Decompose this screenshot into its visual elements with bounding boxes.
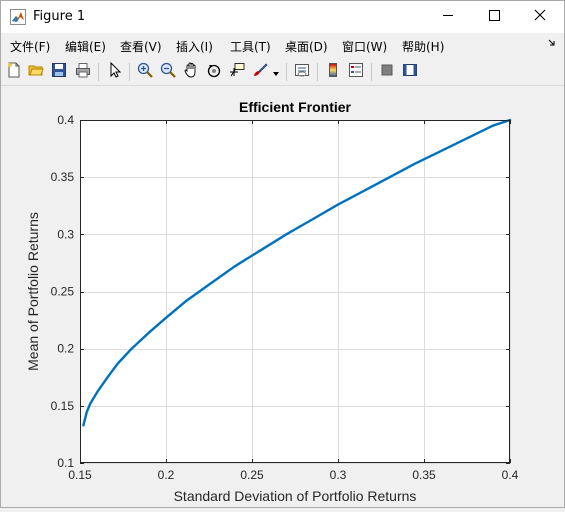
x-tick-label: 0.4: [502, 468, 519, 482]
rotate-3d-button[interactable]: [204, 62, 224, 82]
open-file-button[interactable]: [26, 62, 46, 82]
menu-desktop[interactable]: 桌面(D): [285, 40, 328, 54]
window-title: Figure 1: [33, 9, 86, 24]
menu-edit[interactable]: 编辑(E): [65, 40, 106, 54]
menu-file[interactable]: 文件(F): [10, 40, 51, 54]
figure-toolbar: [1, 59, 564, 86]
y-axis-label: Mean of Portfolio Returns: [25, 212, 41, 371]
brush-dropdown[interactable]: [271, 62, 281, 82]
legend-button[interactable]: [346, 62, 366, 82]
hide-plot-tools-button[interactable]: [377, 62, 397, 82]
toolbar-separator: [317, 63, 318, 81]
y-tick-label: 0.35: [51, 170, 75, 184]
matlab-icon: [10, 9, 26, 25]
zoom-in-button[interactable]: [135, 62, 155, 82]
save-icon: [51, 62, 67, 83]
edit-plot-icon: [107, 61, 123, 83]
data-cursor-icon: [229, 62, 245, 83]
zoom-in-icon: [137, 62, 153, 83]
y-tick-label: 0.2: [57, 342, 74, 356]
minimize-button[interactable]: [425, 1, 471, 33]
plot-svg: 0.15 0.2 0.25 0.3 0.35 0.40.10.150.20.250.30.…: [25, 99, 519, 504]
axes-background[interactable]: [80, 120, 510, 463]
brush-button[interactable]: [250, 62, 270, 82]
figure-canvas: 0.15 0.2 0.25 0.3 0.35 0.4 0.1 0.15 0.2 0.25 0.3 0.…: [2, 87, 564, 507]
link-plot-button[interactable]: [292, 62, 312, 82]
new-figure-icon: [6, 62, 22, 83]
series-layer: [82, 118, 512, 427]
rotate-3d-icon: [206, 62, 222, 83]
pan-button[interactable]: [181, 62, 201, 82]
maximize-icon: [488, 8, 500, 26]
data-cursor-button[interactable]: [227, 62, 247, 82]
colorbar-icon: [325, 62, 341, 83]
y-tick-label: 0.3: [57, 227, 74, 241]
y-tick-label: 0.25: [51, 285, 75, 299]
menu-tools[interactable]: 工具(T): [230, 40, 271, 54]
y-tick-label: 0.4: [57, 113, 74, 127]
edit-plot-button[interactable]: [105, 61, 125, 83]
save-button[interactable]: [49, 62, 69, 82]
x-axis-label: Standard Deviation of Portfolio Returns: [174, 488, 417, 504]
chevron-down-icon: [273, 63, 279, 81]
legend-icon: [348, 62, 364, 83]
x-tick-label: 0.15: [68, 468, 92, 482]
zoom-out-button[interactable]: [158, 62, 178, 82]
zoom-out-icon: [160, 62, 176, 83]
x-tick-label: 0.2: [158, 468, 175, 482]
hide-plot-tools-icon: [379, 62, 395, 83]
toolbar-separator: [98, 63, 99, 81]
menu-view[interactable]: 查看(V): [120, 40, 162, 54]
title-bar: Figure 1: [1, 1, 564, 33]
x-tick-label: 0.35: [412, 468, 436, 482]
show-plot-tools-button[interactable]: [400, 62, 420, 82]
show-plot-tools-icon: [402, 62, 418, 83]
new-figure-button[interactable]: [4, 62, 24, 82]
x-tick-label: 0.25: [240, 468, 264, 482]
menu-insert[interactable]: 插入(I): [176, 40, 213, 54]
brush-icon: [252, 62, 268, 83]
toolbar-separator: [129, 63, 130, 81]
print-icon: [75, 62, 91, 83]
corner-arrow-icon[interactable]: [548, 39, 556, 50]
toolbar-separator: [286, 63, 287, 81]
menu-help[interactable]: 帮助(H): [402, 40, 445, 54]
menu-bar: 文件(F) 编辑(E) 查看(V) 插入(I) 工具(T) 桌面(D) 窗口(W…: [1, 34, 564, 56]
y-tick-label: 0.1: [57, 456, 74, 470]
open-file-icon: [28, 62, 44, 83]
link-plot-icon: [294, 62, 310, 83]
maximize-button[interactable]: [471, 1, 517, 33]
menu-window[interactable]: 窗口(W): [342, 40, 388, 54]
minimize-icon: [442, 8, 454, 26]
pan-icon: [183, 62, 199, 83]
efficient-frontier-line[interactable]: [82, 118, 512, 427]
toolbar-separator: [371, 63, 372, 81]
axes-box: [80, 120, 510, 463]
chart-title: Efficient Frontier: [239, 99, 352, 115]
colorbar-button[interactable]: [323, 62, 343, 82]
y-tick-label: 0.15: [51, 399, 75, 413]
x-tick-label: 0.3: [330, 468, 347, 482]
close-icon: [534, 8, 546, 26]
print-button[interactable]: [73, 62, 93, 82]
tick-layer: 0.15 0.2 0.25 0.3 0.35 0.40.10.150.20.250.30.…: [51, 113, 519, 482]
close-button[interactable]: [517, 1, 563, 33]
